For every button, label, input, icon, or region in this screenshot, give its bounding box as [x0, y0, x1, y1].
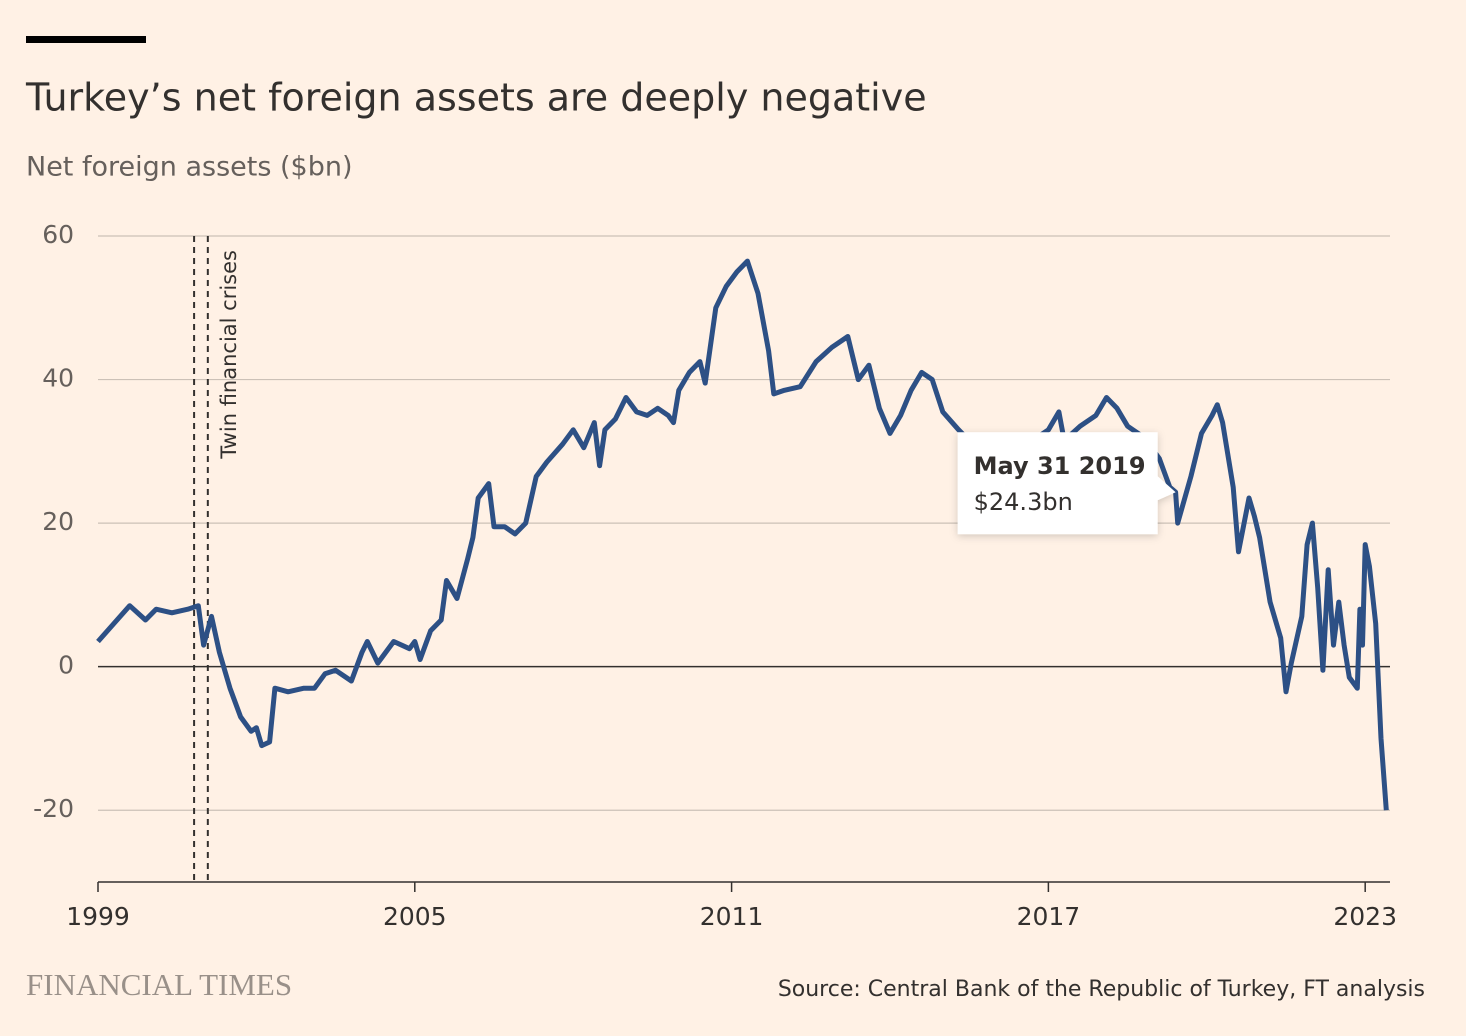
x-tick-label: 2005 — [383, 902, 447, 931]
tooltip-value: $24.3bn — [974, 488, 1073, 516]
source: Source: Central Bank of the Republic of … — [778, 977, 1425, 1002]
x-tick-label: 2011 — [700, 902, 764, 931]
x-tick-label: 2017 — [1017, 902, 1081, 931]
x-tick-label: 1999 — [66, 902, 130, 931]
chart-title: Turkey’s net foreign assets are deeply n… — [25, 76, 927, 120]
x-tick-label: 2023 — [1333, 902, 1397, 931]
y-tick-label: 60 — [42, 220, 74, 249]
brand: FINANCIAL TIMES — [26, 967, 292, 1002]
tooltip-date: May 31 2019 — [974, 452, 1146, 480]
y-tick-label: 0 — [58, 651, 74, 680]
y-tick-label: 40 — [42, 364, 74, 393]
y-tick-label: 20 — [42, 507, 74, 536]
tooltip-box — [957, 432, 1176, 535]
data-line — [96, 258, 1389, 811]
chart-subtitle: Net foreign assets ($bn) — [26, 152, 352, 183]
annotation: Twin financial crises — [217, 250, 241, 460]
y-tick-label: -20 — [33, 794, 74, 823]
top-bar — [26, 36, 146, 43]
